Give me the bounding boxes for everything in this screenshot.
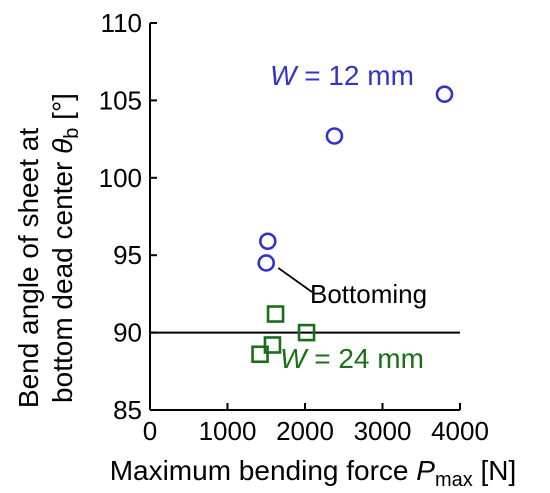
x-tick-label: 2000 [276,416,334,446]
x-axis-title: Maximum bending force Pmax [N] [110,455,517,491]
y-tick-label: 85 [113,395,142,425]
x-tick-label: 4000 [431,416,489,446]
y-axis-title-prefix: bottom dead center [47,154,78,403]
series-label-w12: W = 12 mm [270,60,414,91]
axis-ticks: 0 1000 2000 3000 4000 85 90 95 100 105 110 [99,8,489,446]
x-axis-title-subscript: max [435,469,473,491]
y-axis-title-subscript: b [61,128,83,139]
y-axis-title-symbol: θ [47,139,78,154]
y-tick-label: 105 [99,85,142,115]
point-w24-3 [251,345,269,364]
point-w24-2 [263,336,282,354]
point-w24-1 [297,323,316,342]
x-axis-title-unit: [N] [473,455,517,486]
series-label-w24-symbol: W [280,343,309,374]
series-label-w24-text: = 24 mm [306,343,423,374]
x-tick-label: 1000 [199,416,257,446]
y-tick-label: 100 [99,163,142,193]
x-tick-label: 3000 [354,416,412,446]
y-tick-label: 90 [113,318,142,348]
x-tick-label: 0 [143,416,157,446]
y-tick-label: 110 [101,8,142,38]
series-label-w12-symbol: W [270,60,299,91]
point-w12-3 [435,85,454,104]
series-label-w12-text: = 12 mm [296,60,413,91]
y-axis-title-line2: bottom dead center θb [°] [47,93,83,403]
point-w12-2 [325,127,344,145]
y-axis-title-unit: [°] [47,93,78,128]
x-axis-title-symbol: P [416,455,435,486]
point-w12-1 [257,254,276,272]
point-w24-0 [266,305,285,323]
x-axis-title-prefix: Maximum bending force [110,455,417,486]
y-axis-title-line1: Bend angle of sheet at [13,128,44,408]
point-w12-0 [258,232,277,251]
annotation-leader-line [277,267,313,293]
annotation-bottoming: Bottoming [310,279,427,309]
y-tick-label: 95 [113,240,142,270]
data-marks [251,85,454,364]
series-label-w24: W = 24 mm [280,343,424,374]
